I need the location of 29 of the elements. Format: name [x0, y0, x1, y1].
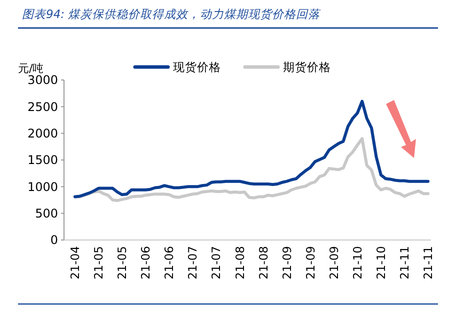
x-tick-label: 21-05	[115, 246, 130, 280]
chart-title: 图表94: 煤炭保供稳价取得成效，动力煤期现货价格回落	[22, 7, 322, 21]
x-tick-label: 21-04	[68, 246, 82, 280]
x-tick-label: 21-07	[209, 246, 224, 280]
y-tick-label: 0	[50, 233, 58, 248]
x-tick-label: 21-09	[303, 246, 318, 280]
x-tick-label: 21-05	[92, 246, 106, 280]
x-tick-label: 21-09	[280, 246, 294, 280]
x-tick-label: 21-09	[326, 246, 341, 280]
x-tick-label: 21-08	[232, 246, 247, 280]
y-tick-label: 2000	[27, 126, 58, 141]
y-tick-label: 3000	[27, 73, 58, 88]
y-tick-label: 1500	[27, 153, 58, 168]
line-series	[74, 100, 430, 198]
x-tick-label: 21-07	[186, 246, 200, 280]
x-tick-label: 21-10	[350, 246, 364, 280]
y-tick-label: 2500	[27, 100, 58, 114]
y-tick-label: 500	[35, 206, 58, 221]
x-tick-label: 21-08	[256, 246, 270, 280]
x-tick-label: 21-06	[162, 246, 176, 280]
line-series	[74, 137, 430, 202]
x-tick-label: 21-10	[374, 246, 388, 280]
legend-label: 现货价格	[173, 60, 221, 74]
x-tick-label: 21-11	[421, 246, 436, 280]
x-tick-label: 21-11	[397, 246, 412, 280]
x-tick-label: 21-06	[138, 246, 153, 280]
y-axis-title: 元/吨	[18, 62, 44, 75]
legend-label: 期货价格	[283, 60, 331, 74]
y-tick-label: 1000	[27, 180, 58, 194]
